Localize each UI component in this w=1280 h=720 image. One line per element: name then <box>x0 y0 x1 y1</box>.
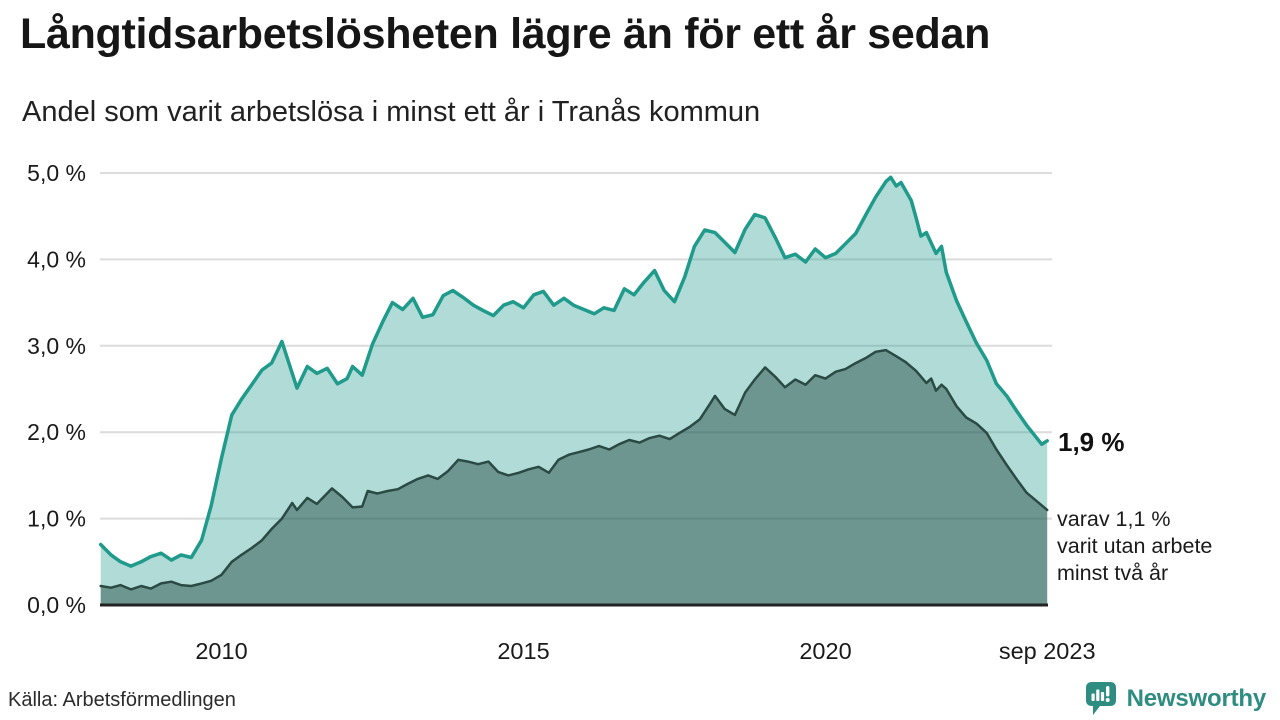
brand-logo: Newsworthy <box>1083 680 1266 717</box>
x-axis-tick-label: 2015 <box>497 638 549 664</box>
y-axis-tick-label: 3,0 % <box>27 333 86 359</box>
y-axis-tick-label: 1,0 % <box>27 506 86 532</box>
end-detail-line-3: minst två år <box>1057 561 1169 585</box>
page-subtitle: Andel som varit arbetslösa i minst ett å… <box>22 96 761 128</box>
page-title: Långtidsarbetslösheten lägre än för ett … <box>20 10 991 58</box>
end-detail-annotation: varav 1,1 % varit utan arbete minst två … <box>1057 506 1212 587</box>
source-note: Källa: Arbetsförmedlingen <box>8 689 236 711</box>
end-detail-line-2: varit utan arbete <box>1057 534 1213 558</box>
end-detail-line-1: varav 1,1 % <box>1057 507 1171 531</box>
brand-name: Newsworthy <box>1126 684 1267 712</box>
x-axis-tick-label: 2010 <box>195 638 247 664</box>
end-value-annotation: 1,9 % <box>1058 427 1125 457</box>
y-axis-tick-label: 4,0 % <box>27 246 86 272</box>
x-axis-tick-label: 2020 <box>799 638 851 664</box>
y-axis-tick-label: 2,0 % <box>27 419 86 445</box>
line-min-one-year <box>98 175 1049 568</box>
x-axis-tick-label: sep 2023 <box>999 638 1096 664</box>
line-min-two-years <box>99 348 1049 591</box>
area-fill-min-two-years <box>100 350 1048 605</box>
y-axis-tick-label: 0,0 % <box>27 592 86 618</box>
newsworthy-icon <box>1085 682 1116 715</box>
area-fill-min-one-year <box>100 177 1048 606</box>
y-axis-tick-label: 5,0 % <box>27 160 86 186</box>
